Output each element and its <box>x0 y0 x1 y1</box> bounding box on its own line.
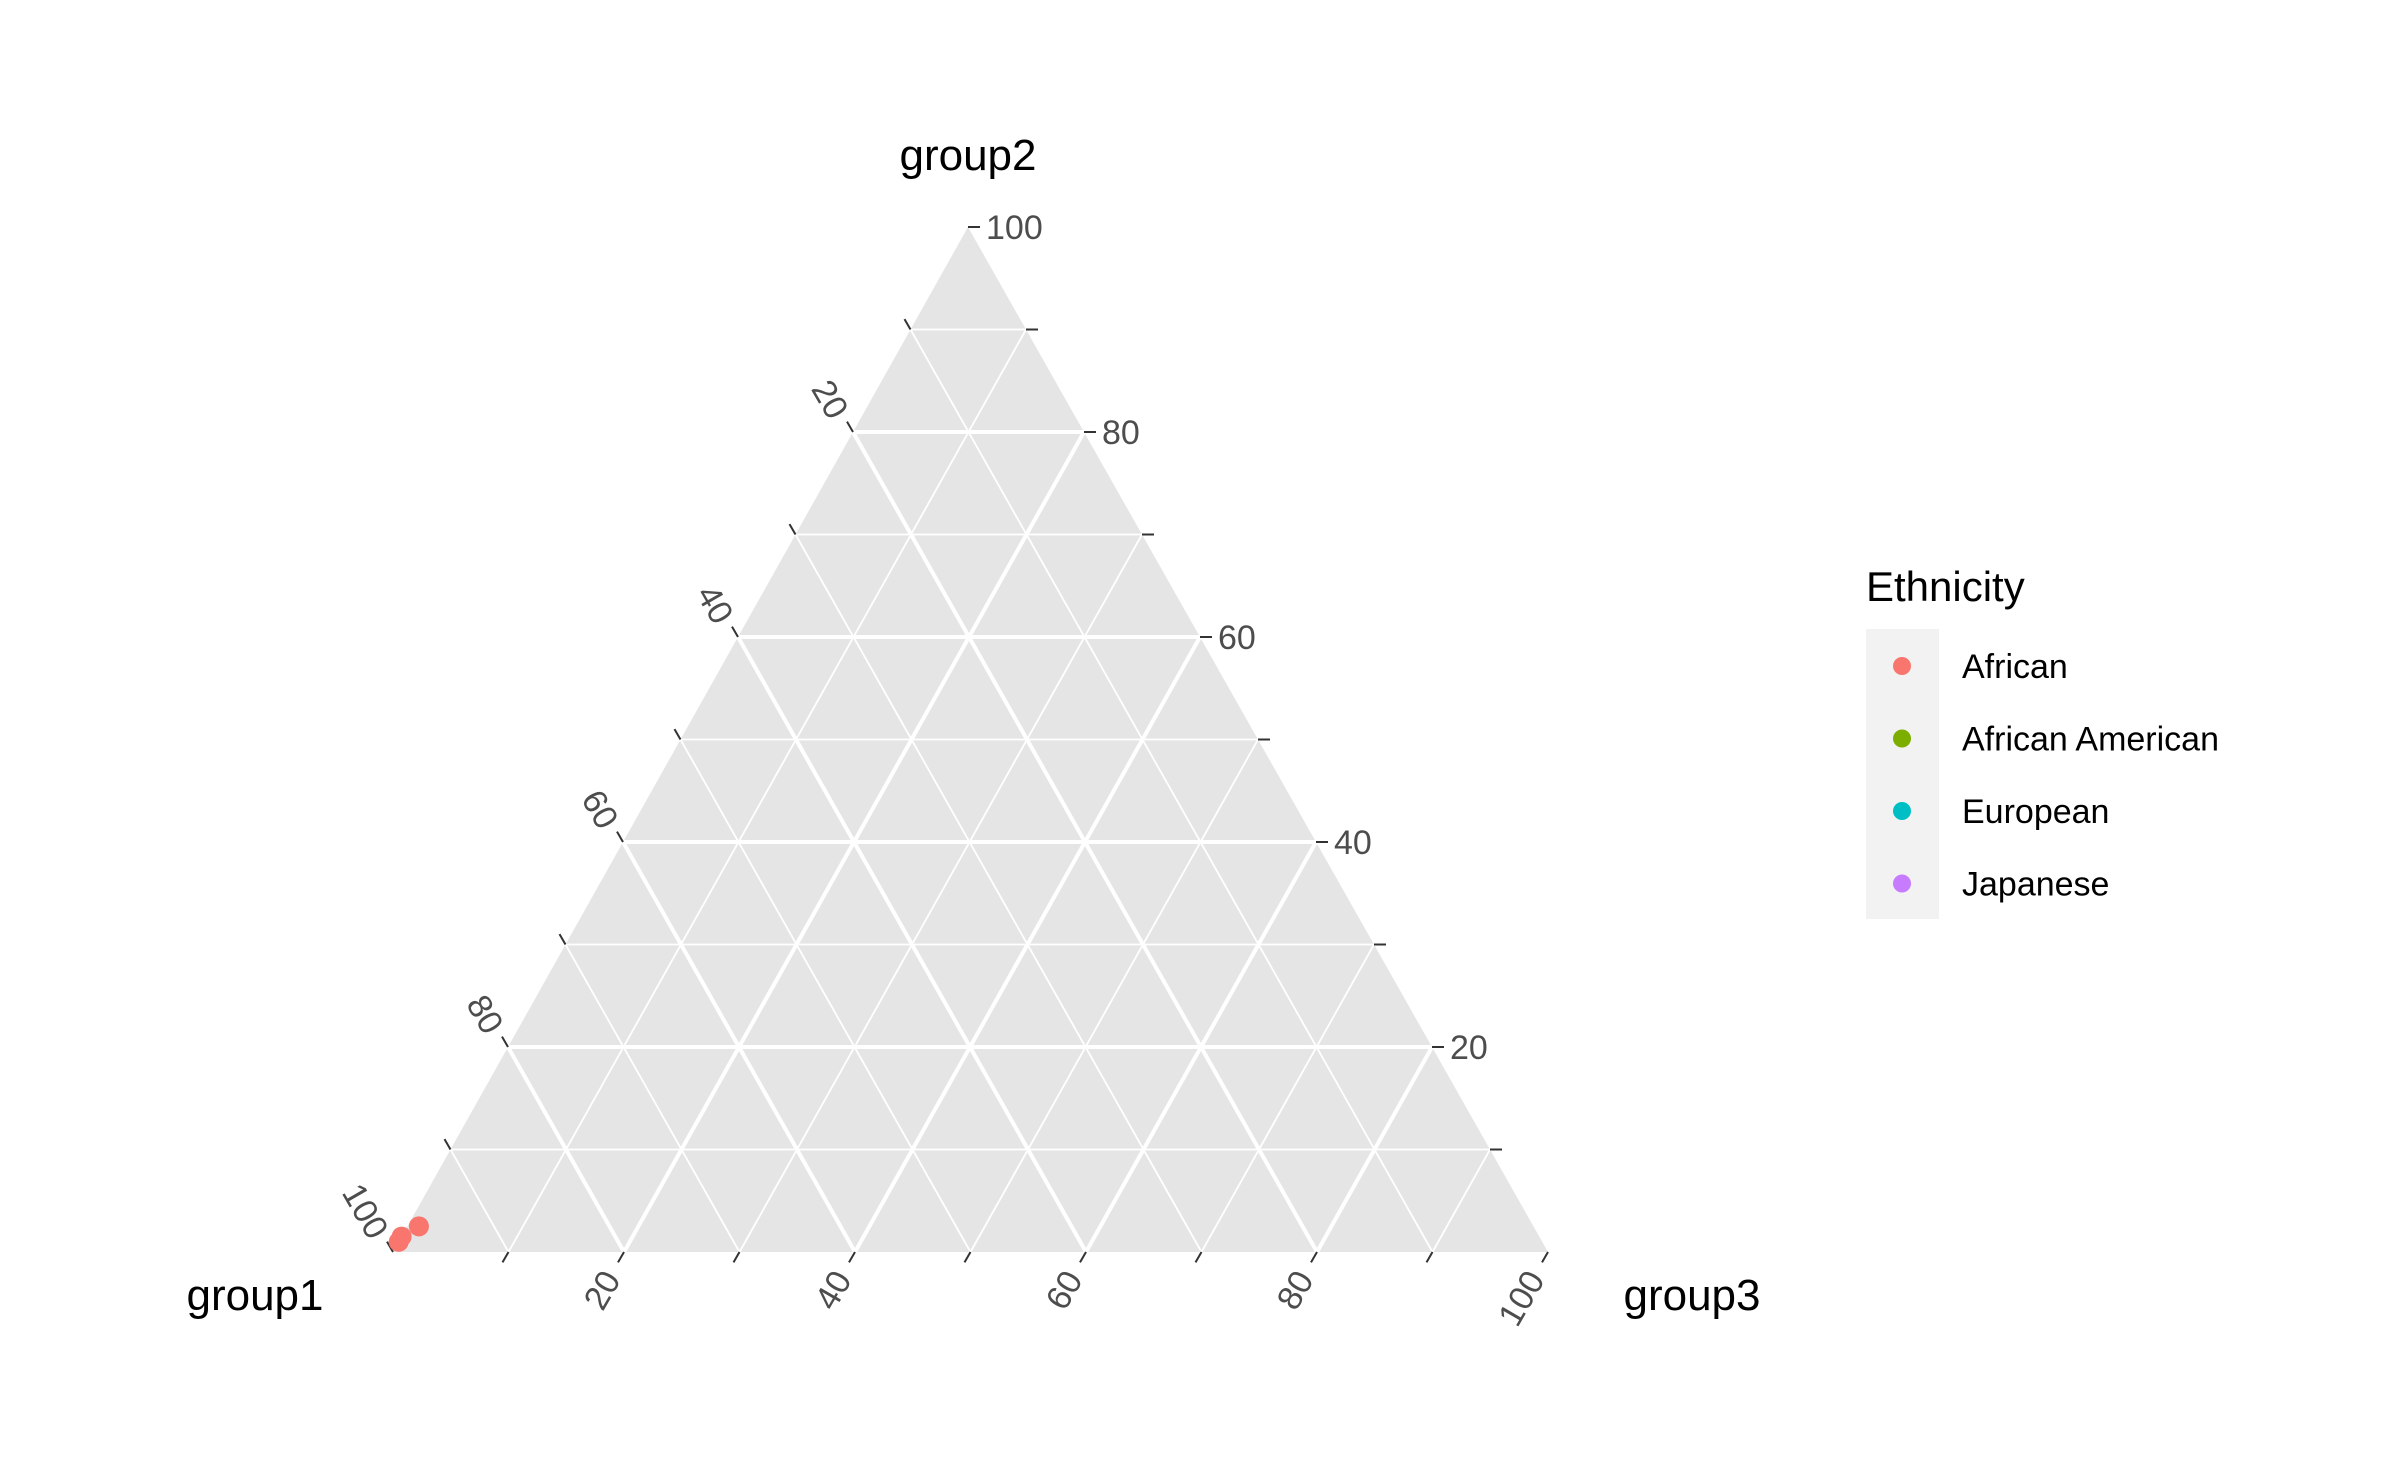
legend-label: African <box>1962 648 2068 686</box>
legend-label: Japanese <box>1962 866 2109 904</box>
tick-mark <box>1079 1251 1087 1263</box>
tick-label-group3: 40 <box>808 1265 860 1317</box>
data-points <box>388 1216 429 1252</box>
tick-label-group3: 100 <box>1491 1265 1552 1333</box>
grid-line-minor <box>1431 1149 1491 1253</box>
grid-line-major <box>1084 841 1318 1253</box>
grid-line-minor <box>738 534 1143 1253</box>
tick-label-group2: 40 <box>1334 824 1372 862</box>
legend-label: African American <box>1962 721 2219 759</box>
tick-mark <box>963 1251 972 1263</box>
tick-mark <box>903 318 912 331</box>
legend-key <box>1893 874 1911 893</box>
legend-title: Ethnicity <box>1866 563 2025 610</box>
tick-label-group2: 80 <box>1102 414 1140 452</box>
tick-mark <box>732 1251 741 1263</box>
tick-mark <box>1194 1251 1203 1263</box>
tick-mark <box>1310 1251 1318 1263</box>
grid-line-minor <box>449 1149 510 1253</box>
grid-lines <box>449 328 1491 1253</box>
tick-mark <box>731 626 739 638</box>
grid-line-major <box>1315 1046 1434 1253</box>
tick-label-group3: 80 <box>1270 1265 1322 1317</box>
grid-line-minor <box>507 329 1027 1253</box>
tick-mark <box>501 1251 510 1263</box>
tick-label-group2: 20 <box>1450 1029 1488 1067</box>
tick-mark <box>788 523 797 536</box>
legend: Ethnicity African African American Europea… <box>1866 563 2219 919</box>
legend-entries: African African American European Japanese <box>1893 648 2219 904</box>
data-point <box>408 1216 429 1237</box>
grid-line-major <box>621 841 857 1253</box>
grid-line-minor <box>794 534 1203 1253</box>
tick-mark <box>443 1138 452 1151</box>
tick-label-group1: 100 <box>334 1177 395 1245</box>
grid-line-minor <box>969 739 1259 1253</box>
tick-mark <box>558 933 567 946</box>
tick-mark <box>617 1251 625 1263</box>
legend-label: European <box>1962 793 2109 831</box>
tick-mark <box>846 421 854 433</box>
tick-mark <box>673 728 682 741</box>
tick-label-group3: 20 <box>577 1265 629 1317</box>
grid-line-minor <box>564 944 741 1253</box>
grid-line-minor <box>1200 944 1375 1253</box>
tick-label-group1: 60 <box>574 784 626 836</box>
tick-mark <box>501 1036 509 1048</box>
legend-key <box>1893 802 1911 820</box>
axis-title-right: group3 <box>1623 1271 1760 1320</box>
axis-title-top: group2 <box>899 131 1036 180</box>
tick-label-group1: 80 <box>459 989 511 1041</box>
tick-mark <box>848 1251 856 1263</box>
tick-label-group3: 60 <box>1039 1265 1091 1317</box>
legend-key-background <box>1866 629 1939 919</box>
tick-label-group2: 60 <box>1218 619 1256 657</box>
grid-line-major <box>506 1046 626 1253</box>
data-point <box>391 1226 412 1247</box>
tick-label-group1: 40 <box>689 579 741 631</box>
axis-title-left: group1 <box>186 1271 323 1320</box>
axis-ticks <box>386 226 1549 1263</box>
tick-mark <box>616 831 624 843</box>
legend-key <box>1893 657 1911 675</box>
tick-mark <box>1425 1251 1434 1263</box>
legend-key <box>1893 729 1911 748</box>
grid-line-minor <box>679 739 972 1253</box>
tick-mark <box>1541 1251 1549 1263</box>
tick-label-group1: 20 <box>804 374 856 426</box>
tick-mark <box>386 1241 394 1253</box>
tick-label-group2: 100 <box>986 209 1043 247</box>
grid-line-minor <box>909 329 1434 1253</box>
